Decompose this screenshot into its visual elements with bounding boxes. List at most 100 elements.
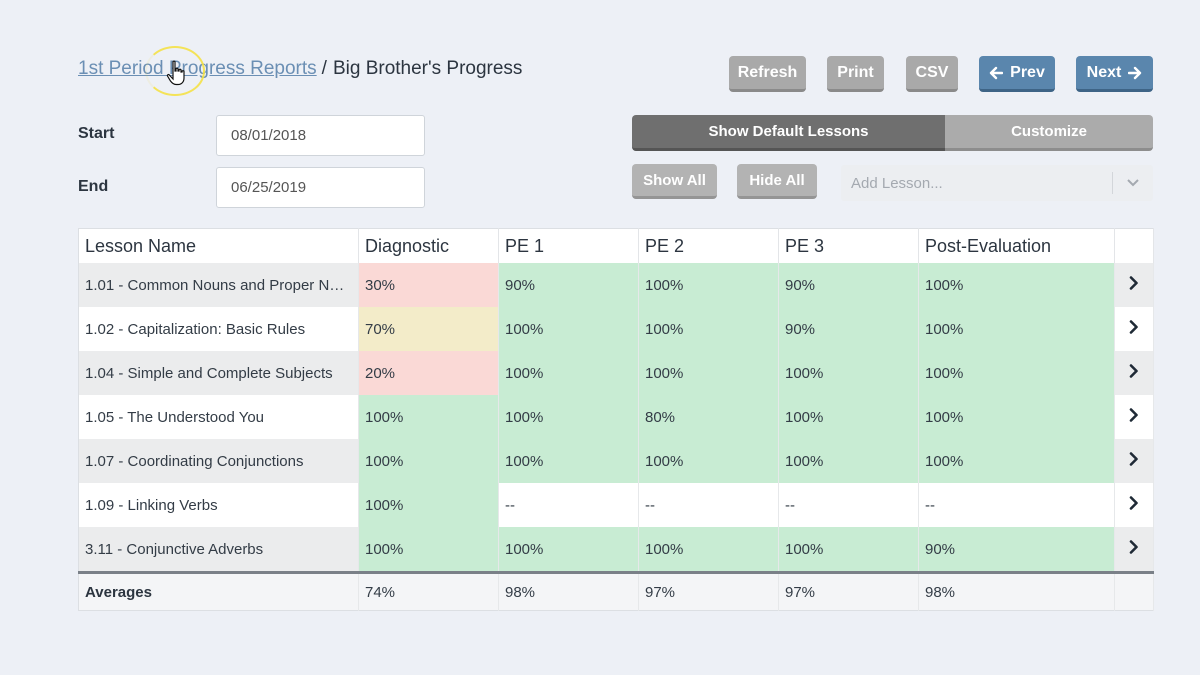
column-header-actions	[1114, 228, 1154, 263]
start-date-label: Start	[78, 125, 115, 142]
column-header-pe1[interactable]: PE 1	[498, 228, 639, 263]
score-cell: 90%	[498, 263, 639, 307]
chevron-right-icon	[1129, 364, 1138, 378]
row-details-button[interactable]	[1114, 351, 1154, 395]
score-cell: 90%	[778, 263, 919, 307]
chevron-right-icon	[1129, 320, 1138, 334]
score-cell: 100%	[358, 527, 499, 573]
score-cell: 100%	[638, 351, 779, 395]
score-cell: 80%	[638, 395, 779, 439]
score-cell: 100%	[778, 439, 919, 483]
score-cell: 100%	[918, 263, 1115, 307]
chevron-right-icon	[1129, 452, 1138, 466]
row-details-button[interactable]	[1114, 527, 1154, 573]
progress-table: Lesson Name Diagnostic PE 1 PE 2 PE 3 Po…	[78, 228, 1154, 611]
column-header-pe2[interactable]: PE 2	[638, 228, 779, 263]
select-divider	[1112, 172, 1113, 194]
score-cell: 100%	[918, 351, 1115, 395]
refresh-button[interactable]: Refresh	[729, 56, 806, 92]
score-cell: 100%	[498, 527, 639, 573]
score-cell: 100%	[498, 307, 639, 351]
score-cell: 100%	[638, 307, 779, 351]
print-button[interactable]: Print	[827, 56, 884, 92]
csv-button-label: CSV	[915, 63, 949, 81]
lesson-name-cell: 1.09 - Linking Verbs	[78, 483, 359, 527]
table-row[interactable]: 1.05 - The Understood You 100% 100% 80% 100%…	[78, 395, 1154, 439]
score-cell: 70%	[358, 307, 499, 351]
start-date-input[interactable]	[216, 115, 425, 156]
chevron-right-icon	[1129, 276, 1138, 290]
score-cell: 30%	[358, 263, 499, 307]
end-date-input[interactable]	[216, 167, 425, 208]
refresh-button-label: Refresh	[737, 63, 798, 81]
show-default-lessons-button[interactable]: Show Default Lessons	[632, 115, 945, 151]
average-cell: 98%	[498, 571, 639, 611]
column-header-post-evaluation[interactable]: Post-Evaluation	[918, 228, 1115, 263]
score-cell: 100%	[358, 483, 499, 527]
chevron-right-icon	[1129, 496, 1138, 510]
lesson-name-cell: 3.11 - Conjunctive Adverbs	[78, 527, 359, 573]
chevron-right-icon	[1129, 540, 1138, 554]
prev-button[interactable]: Prev	[979, 56, 1055, 92]
score-cell: 100%	[918, 395, 1115, 439]
score-cell: 100%	[638, 527, 779, 573]
breadcrumb-link-progress-reports[interactable]: 1st Period Progress Reports	[78, 58, 317, 79]
score-cell: 100%	[778, 351, 919, 395]
score-cell: --	[778, 483, 919, 527]
score-cell: 100%	[498, 351, 639, 395]
customize-button[interactable]: Customize	[945, 115, 1153, 151]
score-cell: 100%	[498, 395, 639, 439]
table-row[interactable]: 1.01 - Common Nouns and Proper Nouns 30% 9…	[78, 263, 1154, 307]
score-cell: 100%	[918, 439, 1115, 483]
lesson-name-cell: 1.07 - Coordinating Conjunctions	[78, 439, 359, 483]
average-cell-empty	[1114, 571, 1154, 611]
arrow-left-icon	[989, 66, 1004, 79]
lesson-name-cell: 1.04 - Simple and Complete Subjects	[78, 351, 359, 395]
score-cell: 100%	[358, 395, 499, 439]
lesson-name-cell: 1.01 - Common Nouns and Proper Nouns	[78, 263, 359, 307]
table-row[interactable]: 3.11 - Conjunctive Adverbs 100% 100% 100% 10…	[78, 527, 1154, 573]
score-cell: 90%	[778, 307, 919, 351]
prev-button-label: Prev	[1010, 63, 1045, 81]
row-details-button[interactable]	[1114, 395, 1154, 439]
chevron-right-icon	[1129, 408, 1138, 422]
next-button[interactable]: Next	[1076, 56, 1153, 92]
add-lesson-select[interactable]: Add Lesson...	[841, 165, 1153, 201]
table-header-row: Lesson Name Diagnostic PE 1 PE 2 PE 3 Po…	[78, 228, 1154, 263]
score-cell: 100%	[358, 439, 499, 483]
column-header-pe3[interactable]: PE 3	[778, 228, 919, 263]
lesson-name-cell: 1.05 - The Understood You	[78, 395, 359, 439]
column-header-lesson-name[interactable]: Lesson Name	[78, 228, 359, 263]
page-title: Big Brother's Progress	[332, 58, 523, 79]
row-details-button[interactable]	[1114, 439, 1154, 483]
row-details-button[interactable]	[1114, 307, 1154, 351]
breadcrumb: 1st Period Progress Reports / Big Brother'…	[78, 58, 522, 80]
score-cell: 100%	[918, 307, 1115, 351]
csv-button[interactable]: CSV	[906, 56, 958, 92]
average-cell: 98%	[918, 571, 1115, 611]
table-row[interactable]: 1.07 - Coordinating Conjunctions 100% 100%…	[78, 439, 1154, 483]
averages-row: Averages 74% 98% 97% 97% 98%	[78, 571, 1154, 611]
score-cell: --	[638, 483, 779, 527]
row-details-button[interactable]	[1114, 263, 1154, 307]
score-cell: --	[918, 483, 1115, 527]
average-cell: 74%	[358, 571, 499, 611]
hide-all-button[interactable]: Hide All	[737, 164, 817, 199]
add-lesson-placeholder: Add Lesson...	[851, 174, 943, 192]
column-header-diagnostic[interactable]: Diagnostic	[358, 228, 499, 263]
show-all-button[interactable]: Show All	[632, 164, 717, 199]
average-cell: 97%	[778, 571, 919, 611]
arrow-right-icon	[1128, 66, 1142, 79]
score-cell: 20%	[358, 351, 499, 395]
average-cell: 97%	[638, 571, 779, 611]
table-row[interactable]: 1.09 - Linking Verbs 100% -- -- -- --	[78, 483, 1154, 527]
table-row[interactable]: 1.02 - Capitalization: Basic Rules 70% 100…	[78, 307, 1154, 351]
lesson-name-cell: 1.02 - Capitalization: Basic Rules	[78, 307, 359, 351]
averages-label: Averages	[78, 571, 359, 611]
table-row[interactable]: 1.04 - Simple and Complete Subjects 20% 10…	[78, 351, 1154, 395]
row-details-button[interactable]	[1114, 483, 1154, 527]
score-cell: 90%	[918, 527, 1115, 573]
score-cell: 100%	[778, 527, 919, 573]
chevron-down-icon	[1113, 178, 1153, 188]
score-cell: 100%	[638, 263, 779, 307]
